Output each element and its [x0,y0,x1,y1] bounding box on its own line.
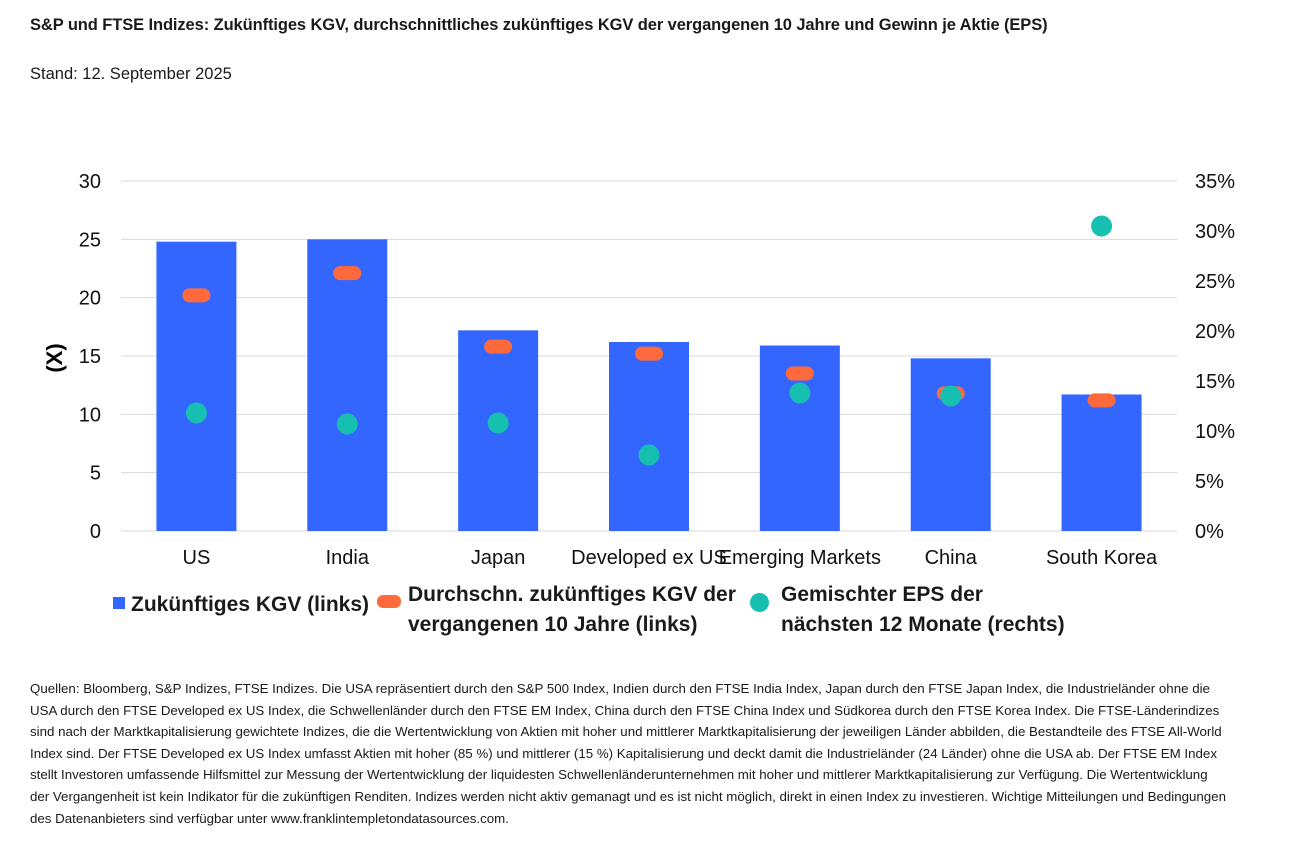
source-footnote: Quellen: Bloomberg, S&P Indizes, FTSE In… [30,681,1226,826]
legend-dot-label-line2: nächsten 12 Monate (rechts) [781,613,1065,636]
bar [307,239,388,532]
y-tick-label: 0 [90,521,101,543]
x-tick-label: Developed ex US [571,547,727,569]
y-axis-label: (X) [42,343,67,372]
bar [1061,394,1142,531]
chart-title: S&P und FTSE Indizes: Zukünftiges KGV, d… [30,16,1048,34]
y-tick-label: 10 [79,404,101,426]
y-tick-label: 25 [79,229,101,251]
average-marker [333,266,362,281]
y2-tick-label: 35% [1195,171,1235,193]
x-tick-label: US [183,547,211,569]
y2-tick-label: 15% [1195,371,1235,393]
average-marker [1087,393,1116,408]
legend-dash-label-line2: vergangenen 10 Jahre (links) [408,613,698,636]
y2-tick-label: 10% [1195,421,1235,443]
eps-point [487,412,509,434]
x-tick-label: Japan [471,547,526,569]
average-marker [182,288,211,303]
y2-tick-label: 0% [1195,521,1224,543]
eps-point [1091,215,1113,237]
y2-tick-label: 25% [1195,271,1235,293]
chart-subtitle: Stand: 12. September 2025 [30,65,232,83]
legend-bar-swatch [113,597,125,609]
average-marker [785,366,814,381]
y-tick-label: 30 [79,171,101,193]
eps-series [185,215,1113,466]
right-axis: 0% 5% 10% 15% 20% 25% 30% 35% [1195,171,1235,543]
y2-tick-label: 30% [1195,221,1235,243]
average-marker [484,339,513,354]
bar [910,358,991,531]
bar [156,241,237,531]
bar-series [156,239,1142,532]
x-tick-label: India [326,547,370,569]
legend-dash-label-line1: Durchschn. zukünftiges KGV der [408,583,736,606]
eps-point [638,444,660,466]
bar [609,342,689,531]
x-tick-label: South Korea [1046,547,1158,569]
eps-point [185,402,207,424]
legend-dot-label-line1: Gemischter EPS der [781,583,983,606]
legend-dot-swatch [750,593,769,612]
y-tick-label: 15 [79,346,101,368]
gridlines [121,180,1177,532]
legend-dash-swatch [377,595,401,608]
y-tick-label: 5 [90,463,101,485]
left-axis: 0 5 10 15 20 25 30 [79,171,101,543]
eps-point [789,382,811,404]
chart-canvas: 0 5 10 15 20 25 30 0% 5% 10% 15% 20% 25% 30% 35% US In… [42,171,1235,569]
y2-tick-label: 20% [1195,321,1235,343]
legend-bar-label: Zukünftiges KGV (links) [131,593,370,616]
eps-point [336,413,358,435]
y2-tick-label: 5% [1195,471,1224,493]
eps-point [940,385,962,407]
x-tick-label: China [925,547,978,569]
average-marker [635,346,663,361]
x-tick-label: Emerging Markets [719,547,881,569]
y-tick-label: 20 [79,288,101,310]
